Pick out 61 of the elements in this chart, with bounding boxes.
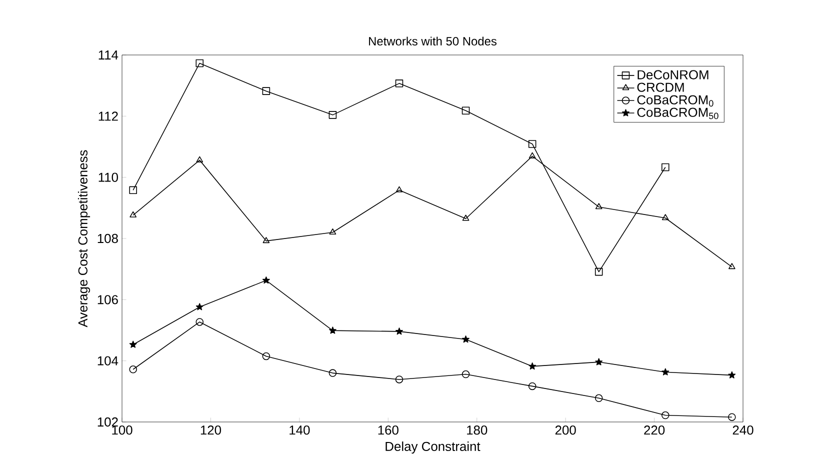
point: [594, 268, 603, 276]
point: [528, 382, 536, 390]
x-tick-label: 200: [555, 426, 576, 435]
point: [395, 376, 404, 384]
point: [129, 186, 137, 194]
point: [129, 340, 137, 348]
point: [129, 365, 137, 374]
legend-label: CRCDM: [637, 82, 684, 92]
legend-label: CoBaCROM$_{50}$: [637, 108, 718, 120]
point: [196, 303, 204, 310]
point: [595, 358, 603, 366]
point: [728, 263, 736, 270]
point: [661, 411, 670, 420]
legend-label: CoBaCROM$_{0}$: [637, 95, 714, 107]
point: [528, 362, 536, 370]
x-tick-label: 120: [200, 426, 222, 435]
y-tick-label: 108: [98, 234, 118, 244]
y-tick-label: 112: [98, 112, 118, 121]
x-tick-label: 160: [378, 426, 398, 435]
point: [196, 156, 204, 162]
point: [594, 394, 603, 402]
point: [396, 328, 403, 335]
x-tick-label: 180: [467, 426, 488, 435]
point: [328, 111, 337, 119]
point: [262, 87, 270, 95]
point: [662, 368, 670, 376]
y-tick-label: 114: [98, 50, 118, 60]
point: [262, 276, 270, 284]
point: [462, 106, 470, 115]
legend-label: DeCoNROM: [638, 70, 708, 80]
y-tick-label: 106: [98, 295, 118, 304]
y-tick-label: 104: [98, 356, 118, 366]
point: [662, 214, 669, 220]
point: [329, 228, 336, 235]
point: [396, 186, 403, 192]
point: [728, 413, 736, 421]
point: [462, 336, 470, 343]
x-tick-label: 240: [732, 426, 754, 435]
point: [728, 371, 736, 378]
point: [395, 80, 404, 88]
point: [462, 370, 470, 378]
chart-title: Networks with 50 Nodes: [369, 36, 496, 46]
y-tick-label: 102: [98, 417, 118, 427]
point: [196, 318, 204, 326]
x-tick-label: 220: [644, 426, 665, 435]
point: [328, 326, 336, 334]
point: [196, 59, 204, 68]
point: [130, 211, 137, 218]
y-tick-label: 110: [98, 172, 118, 182]
point: [595, 203, 602, 210]
x-tick-label: 140: [290, 426, 310, 435]
x-tick-label: 100: [112, 426, 132, 435]
x-axis-title: Delay Constraint: [386, 442, 480, 454]
y-axis-title: Average Cost Competitiveness: [78, 150, 90, 328]
point: [262, 237, 270, 244]
point: [262, 352, 270, 360]
point: [462, 214, 470, 221]
point: [661, 163, 670, 172]
point: [528, 152, 536, 158]
point: [328, 369, 337, 377]
point: [528, 140, 536, 148]
